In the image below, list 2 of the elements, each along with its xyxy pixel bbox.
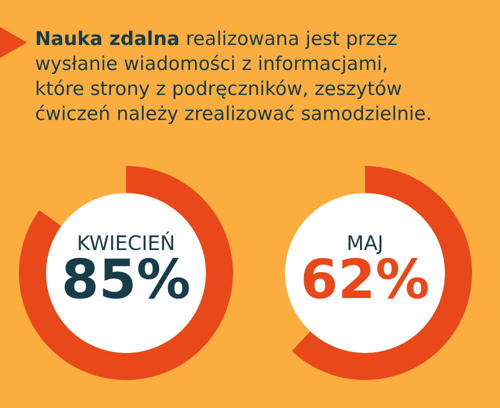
text: Nauka zdalna [35, 28, 180, 50]
text: KWIECIEŃ [76, 231, 176, 255]
